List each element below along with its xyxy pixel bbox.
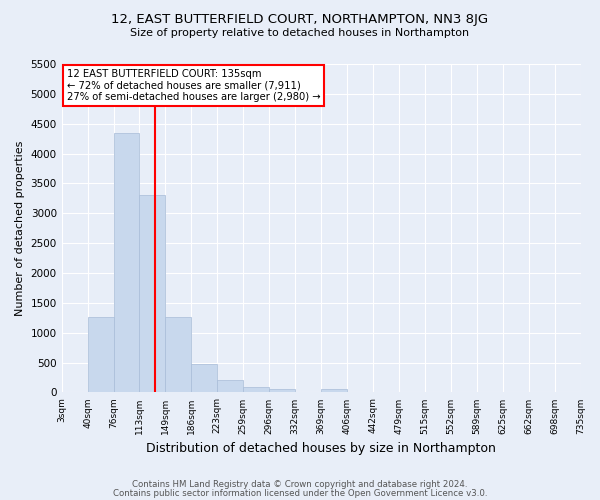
Text: Contains HM Land Registry data © Crown copyright and database right 2024.: Contains HM Land Registry data © Crown c… xyxy=(132,480,468,489)
Text: 12 EAST BUTTERFIELD COURT: 135sqm
← 72% of detached houses are smaller (7,911)
2: 12 EAST BUTTERFIELD COURT: 135sqm ← 72% … xyxy=(67,69,320,102)
Bar xyxy=(321,389,347,392)
Text: Contains public sector information licensed under the Open Government Licence v3: Contains public sector information licen… xyxy=(113,488,487,498)
Text: Size of property relative to detached houses in Northampton: Size of property relative to detached ho… xyxy=(130,28,470,38)
X-axis label: Distribution of detached houses by size in Northampton: Distribution of detached houses by size … xyxy=(146,442,496,455)
Y-axis label: Number of detached properties: Number of detached properties xyxy=(15,140,25,316)
Bar xyxy=(88,316,113,392)
Bar xyxy=(139,196,166,392)
Bar xyxy=(113,132,139,392)
Bar xyxy=(217,380,243,392)
Bar xyxy=(191,364,217,392)
Text: 12, EAST BUTTERFIELD COURT, NORTHAMPTON, NN3 8JG: 12, EAST BUTTERFIELD COURT, NORTHAMPTON,… xyxy=(112,12,488,26)
Bar xyxy=(166,316,191,392)
Bar xyxy=(243,387,269,392)
Bar xyxy=(269,389,295,392)
